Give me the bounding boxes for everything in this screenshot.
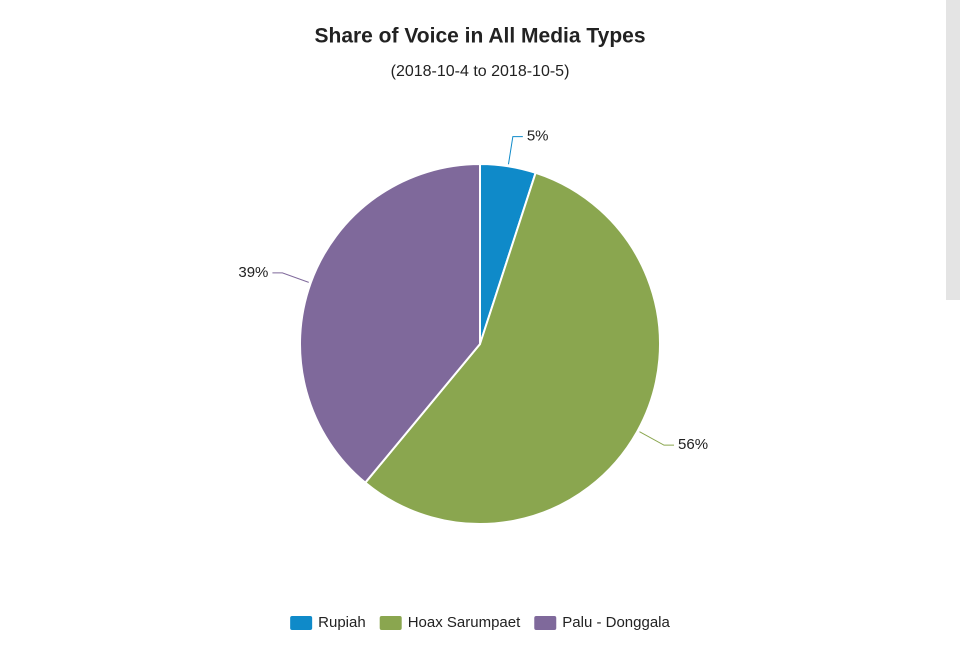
leader-line: [507, 136, 523, 165]
pie-slice: [299, 162, 481, 485]
chart-title: Share of Voice in All Media Types: [314, 25, 645, 48]
legend-swatch: [379, 616, 402, 630]
legend-label: Hoax Sarumpaet: [408, 614, 521, 631]
pie: 5% 56% 39%: [238, 128, 708, 525]
chart-subtitle: (2018-10-4 to 2018-10-5): [391, 63, 570, 80]
legend-swatch: [290, 616, 313, 630]
legend: Rupiah Hoax Sarumpaet Palu - Donggala: [290, 614, 670, 631]
data-label: 39%: [238, 264, 268, 281]
screen-edge: [946, 0, 960, 300]
legend-label: Rupiah: [318, 614, 366, 631]
data-label: 5%: [527, 128, 549, 145]
legend-label: Palu - Donggala: [562, 614, 670, 631]
pie-slice: [363, 171, 661, 525]
legend-swatch: [534, 616, 557, 630]
leader-line: [272, 272, 309, 283]
leader-line: [639, 431, 675, 446]
data-label: 56%: [678, 436, 708, 453]
